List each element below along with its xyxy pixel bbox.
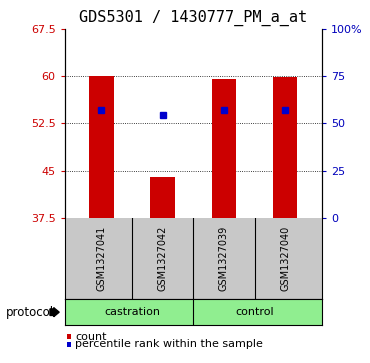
- Bar: [151, 177, 175, 218]
- Text: protocol: protocol: [6, 306, 54, 319]
- Text: GSM1327041: GSM1327041: [97, 226, 107, 291]
- Text: GSM1327039: GSM1327039: [219, 226, 229, 291]
- Text: count: count: [75, 331, 107, 342]
- Text: GSM1327042: GSM1327042: [158, 226, 168, 291]
- Text: castration: castration: [104, 307, 160, 317]
- Bar: [273, 77, 297, 218]
- Text: GSM1327040: GSM1327040: [280, 226, 290, 291]
- Bar: [89, 76, 114, 218]
- Title: GDS5301 / 1430777_PM_a_at: GDS5301 / 1430777_PM_a_at: [79, 10, 307, 26]
- Bar: [212, 79, 236, 218]
- Text: control: control: [235, 307, 274, 317]
- Text: percentile rank within the sample: percentile rank within the sample: [75, 339, 263, 350]
